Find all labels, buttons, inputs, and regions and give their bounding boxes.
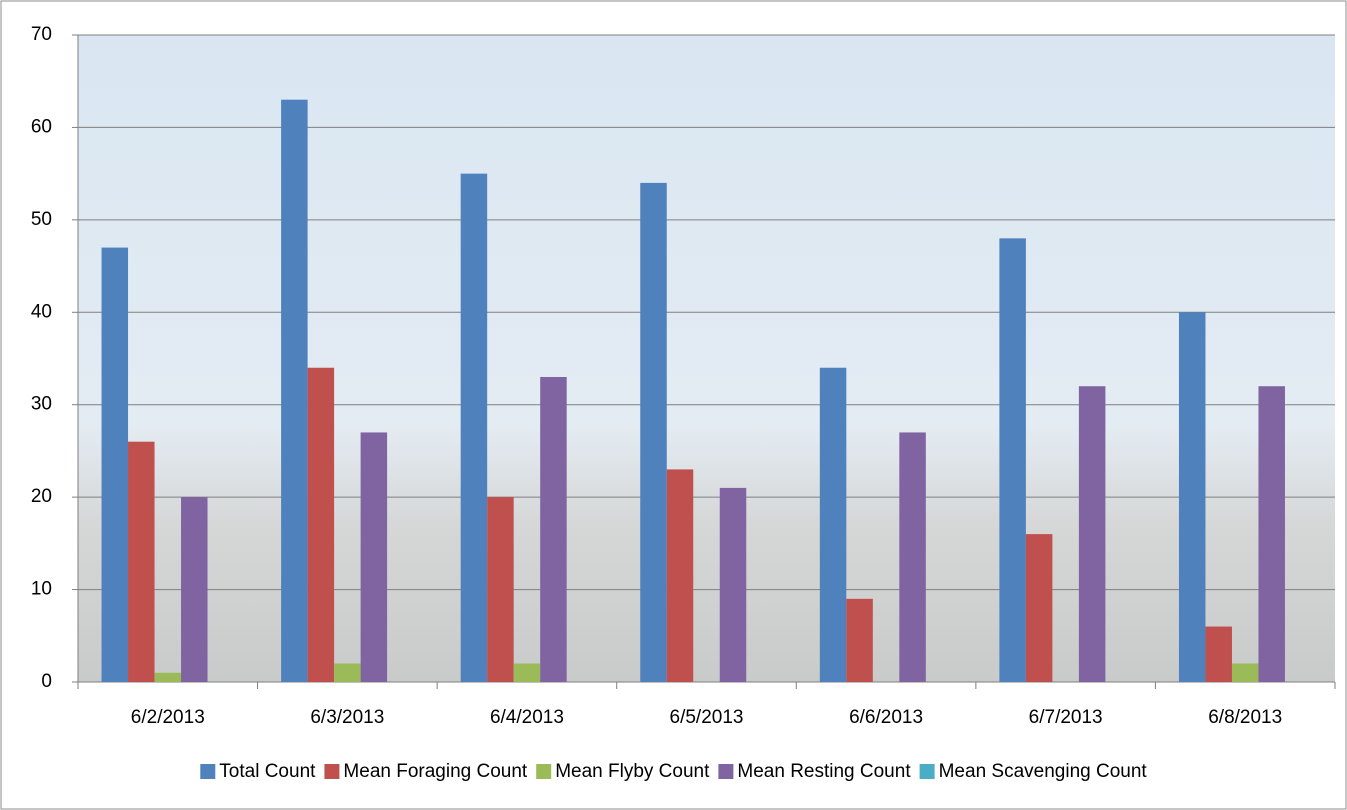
bar — [181, 497, 208, 682]
bar — [307, 367, 335, 682]
bar — [1178, 312, 1206, 682]
legend-swatch — [718, 764, 734, 779]
x-tick-label: 6/3/2013 — [310, 707, 384, 728]
x-tick-label: 6/7/2013 — [1029, 707, 1103, 728]
legend-label: Mean Scavenging Count — [939, 761, 1148, 782]
bar — [540, 376, 567, 682]
legend-swatch — [324, 764, 340, 779]
y-tick-label: 40 — [31, 301, 52, 322]
y-tick-label: 20 — [31, 486, 52, 507]
x-tick-label: 6/4/2013 — [490, 707, 564, 728]
y-tick-label: 0 — [41, 671, 52, 692]
bar — [846, 598, 873, 682]
bar — [281, 99, 308, 682]
bar — [999, 238, 1026, 683]
x-tick-label: 6/8/2013 — [1208, 707, 1282, 728]
bar — [1231, 663, 1259, 682]
y-tick-label: 70 — [31, 24, 52, 45]
x-tick-label: 6/2/2013 — [131, 707, 205, 728]
legend-label: Total Count — [219, 761, 316, 782]
bar — [719, 487, 747, 682]
bar — [487, 497, 514, 682]
bar — [666, 469, 694, 682]
x-tick-label: 6/5/2013 — [670, 707, 744, 728]
bar — [819, 367, 847, 682]
bar — [128, 441, 155, 682]
bar — [640, 182, 667, 682]
legend-swatch — [919, 764, 935, 779]
legend: Total Count Mean Foraging Count Mean Flyby… — [200, 761, 1147, 782]
bar — [360, 432, 388, 682]
bar — [513, 663, 541, 682]
bar — [1205, 626, 1232, 682]
y-tick-label: 30 — [31, 394, 52, 415]
bar — [460, 173, 488, 682]
bar — [1078, 386, 1106, 682]
bar — [899, 432, 926, 682]
x-tick-label: 6/6/2013 — [849, 707, 923, 728]
y-tick-label: 50 — [31, 209, 52, 230]
legend-swatch — [200, 764, 216, 779]
bar — [154, 672, 182, 682]
y-tick-label: 60 — [31, 116, 52, 137]
legend-label: Mean Flyby Count — [555, 761, 710, 782]
legend-swatch — [536, 764, 552, 779]
bar — [1025, 534, 1053, 682]
legend-label: Mean Resting Count — [737, 761, 911, 782]
bar — [334, 663, 361, 682]
bar — [101, 247, 129, 683]
bar — [1258, 386, 1285, 682]
y-tick-label: 10 — [31, 579, 52, 600]
plot-background — [78, 35, 1335, 682]
legend-label: Mean Foraging Count — [343, 761, 527, 782]
